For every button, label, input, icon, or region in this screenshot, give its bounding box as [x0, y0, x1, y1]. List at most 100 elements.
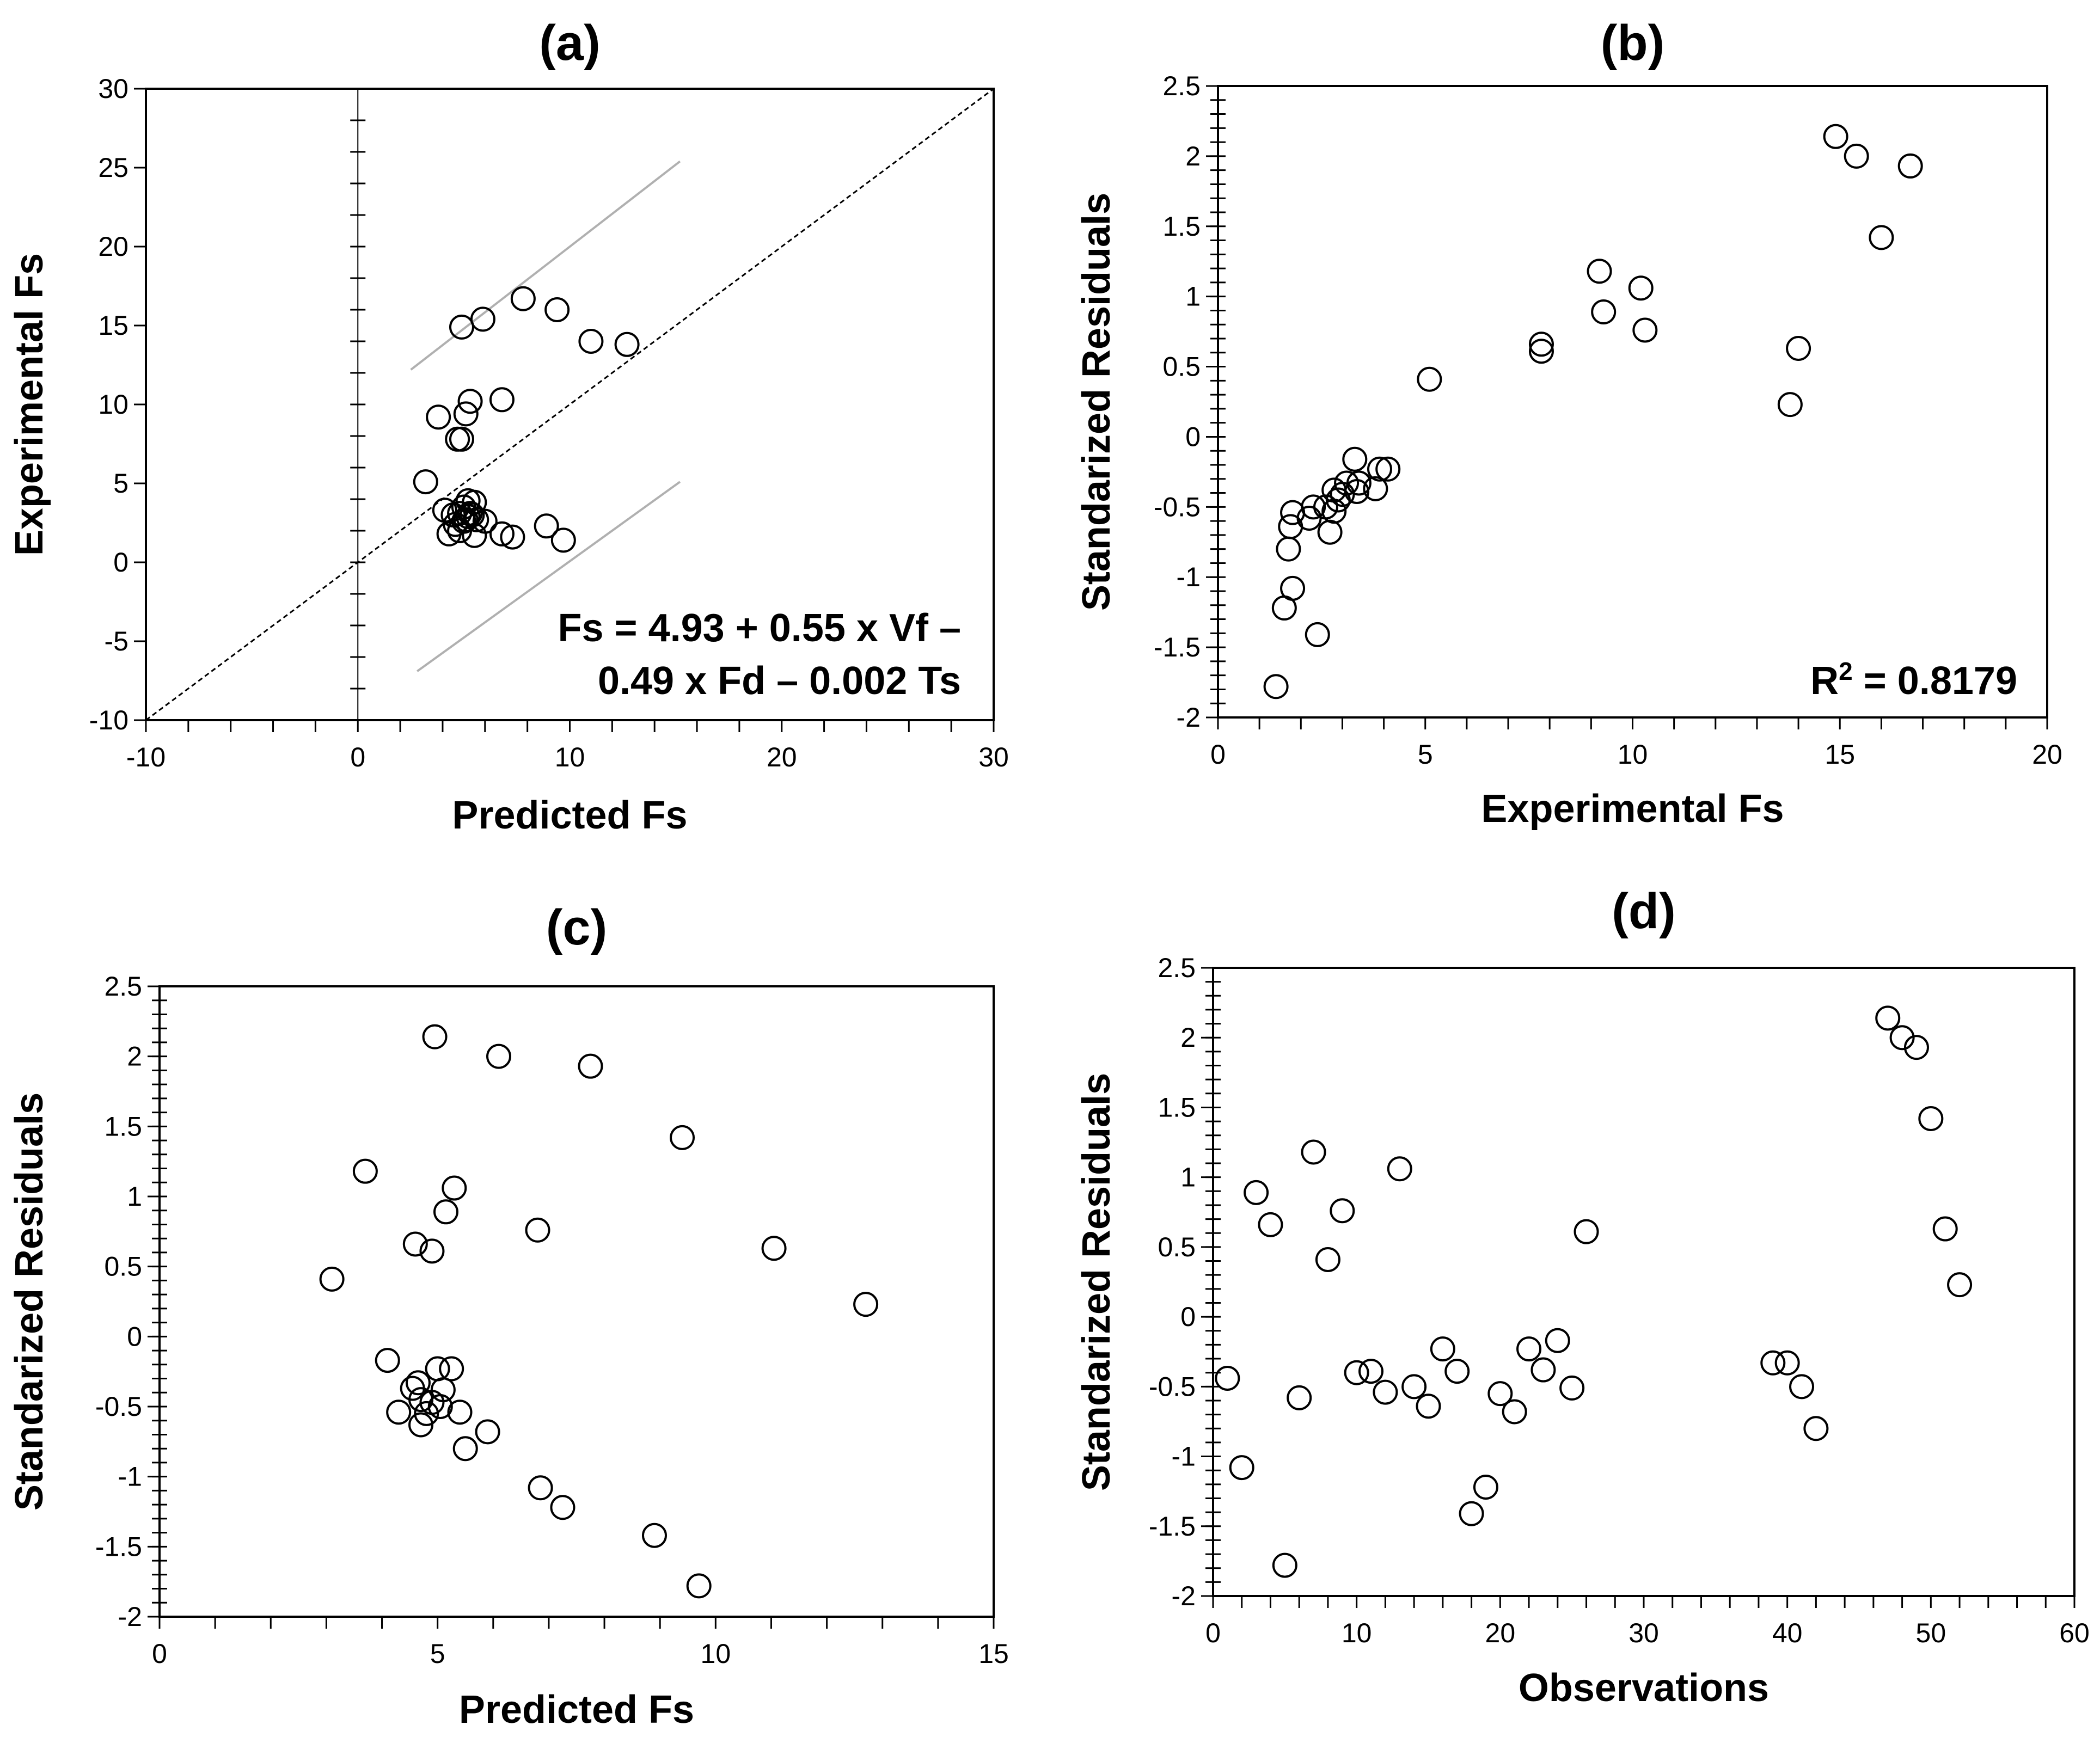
data-point	[1786, 336, 1811, 361]
data-point	[1516, 1336, 1542, 1362]
data-point	[1559, 1375, 1585, 1401]
data-point	[1280, 500, 1306, 525]
data-point	[462, 489, 487, 515]
y-tick-label: 30	[98, 73, 128, 104]
data-point	[460, 502, 485, 527]
plot-area-frame	[1212, 967, 2075, 1597]
data-point	[1844, 143, 1869, 169]
data-point	[405, 1370, 431, 1396]
y-tick-label: 20	[98, 231, 128, 262]
data-point	[1317, 519, 1343, 545]
data-point	[452, 1436, 478, 1462]
y-tick-label: -1	[118, 1462, 142, 1492]
data-point	[453, 401, 479, 427]
data-point	[1280, 575, 1306, 601]
data-point	[1473, 1474, 1498, 1500]
data-point	[534, 513, 559, 539]
y-tick-label: -2	[1172, 1581, 1196, 1611]
data-point	[1215, 1365, 1240, 1391]
y-tick-label: 0	[127, 1321, 142, 1352]
y-tick-label: -1	[1177, 562, 1201, 592]
y-tick-label: 1.5	[1162, 211, 1201, 242]
y-tick-label: 0	[113, 547, 128, 578]
y-tick-label: -5	[105, 626, 128, 656]
r-squared-superscript: 2	[1839, 657, 1853, 685]
data-point	[402, 1231, 428, 1257]
data-point	[1417, 366, 1442, 392]
data-point	[1276, 536, 1301, 562]
y-tick-label: -2	[118, 1601, 142, 1632]
data-point	[426, 404, 451, 430]
data-point	[472, 508, 498, 534]
data-point	[853, 1292, 879, 1317]
data-point	[1387, 1156, 1412, 1182]
data-point	[1367, 456, 1392, 482]
data-point	[1897, 153, 1923, 179]
data-point	[352, 1158, 378, 1184]
data-point	[408, 1412, 434, 1438]
x-tick-label: 15	[1825, 739, 1855, 770]
data-point	[670, 1125, 695, 1150]
data-point	[1330, 1198, 1355, 1224]
data-point	[464, 507, 489, 532]
y-tick-label: 15	[98, 310, 128, 341]
data-point	[550, 1495, 575, 1520]
y-axis-label: Standarized Residuals	[8, 1092, 51, 1511]
y-tick-label: 1	[1185, 281, 1201, 312]
data-point	[1258, 1212, 1283, 1237]
r-squared-value: = 0.8179	[1853, 659, 2017, 703]
data-point	[1315, 1247, 1340, 1272]
data-point	[1530, 1357, 1556, 1383]
x-tick-label: 10	[1618, 739, 1648, 770]
data-point	[686, 1573, 712, 1599]
y-tick-label: 0.5	[104, 1251, 142, 1282]
data-point	[1777, 392, 1803, 418]
x-tick-label: 20	[2032, 739, 2062, 770]
data-point	[1528, 332, 1554, 357]
y-tick-label: -10	[89, 705, 128, 735]
data-point	[414, 1401, 439, 1426]
data-point	[1363, 476, 1388, 501]
data-point	[375, 1348, 400, 1373]
x-tick-label: 30	[978, 742, 1009, 772]
y-tick-label: 25	[98, 152, 128, 183]
data-point	[413, 469, 438, 495]
data-point	[470, 306, 495, 332]
data-point	[1344, 1360, 1369, 1385]
chart-title: (c)	[546, 900, 607, 955]
data-point	[489, 521, 515, 547]
y-tick-label: -0.5	[1149, 1371, 1196, 1402]
data-point	[525, 1217, 550, 1243]
data-point	[449, 426, 474, 452]
data-point	[1346, 470, 1372, 496]
data-point	[761, 1236, 787, 1261]
data-point	[489, 387, 515, 413]
x-axis-label: Observations	[1519, 1666, 1769, 1710]
data-point	[419, 1238, 445, 1264]
data-point	[439, 1356, 464, 1382]
y-tick-label: 0	[1185, 421, 1201, 452]
plot-area-frame	[158, 985, 995, 1618]
data-point	[1301, 1139, 1326, 1165]
x-tick-label: 20	[767, 742, 797, 772]
x-axis-label: Predicted Fs	[452, 794, 687, 837]
data-point	[447, 1400, 473, 1425]
panel-c: (c) 0 5 10 15 -2 -1.5 -1 -0.5 0 0.5 1 1.5 2 2.5 Predict…	[8, 900, 1009, 1732]
data-point	[1430, 1336, 1455, 1362]
data-point	[1789, 1374, 1815, 1400]
panel-b: (b) 0 5 10 15 20 -2 -1.5 -1 -0.5 0 0.5 1 1.5 2 2.5 Exper…	[1075, 15, 2062, 831]
data-point	[1342, 446, 1368, 472]
data-point	[1947, 1272, 1973, 1298]
data-point	[1263, 674, 1289, 699]
chart-title: (a)	[539, 15, 600, 71]
data-point	[386, 1400, 412, 1425]
data-point	[1229, 1455, 1254, 1481]
x-tick-label: 50	[1916, 1618, 1946, 1648]
y-tick-label: 1	[127, 1181, 142, 1212]
x-axis-label: Experimental Fs	[1481, 787, 1784, 831]
y-tick-label: 0.5	[1158, 1232, 1196, 1262]
plot-area-frame	[1217, 85, 2048, 719]
data-point	[1932, 1216, 1958, 1242]
y-tick-label: 0.5	[1162, 352, 1201, 382]
